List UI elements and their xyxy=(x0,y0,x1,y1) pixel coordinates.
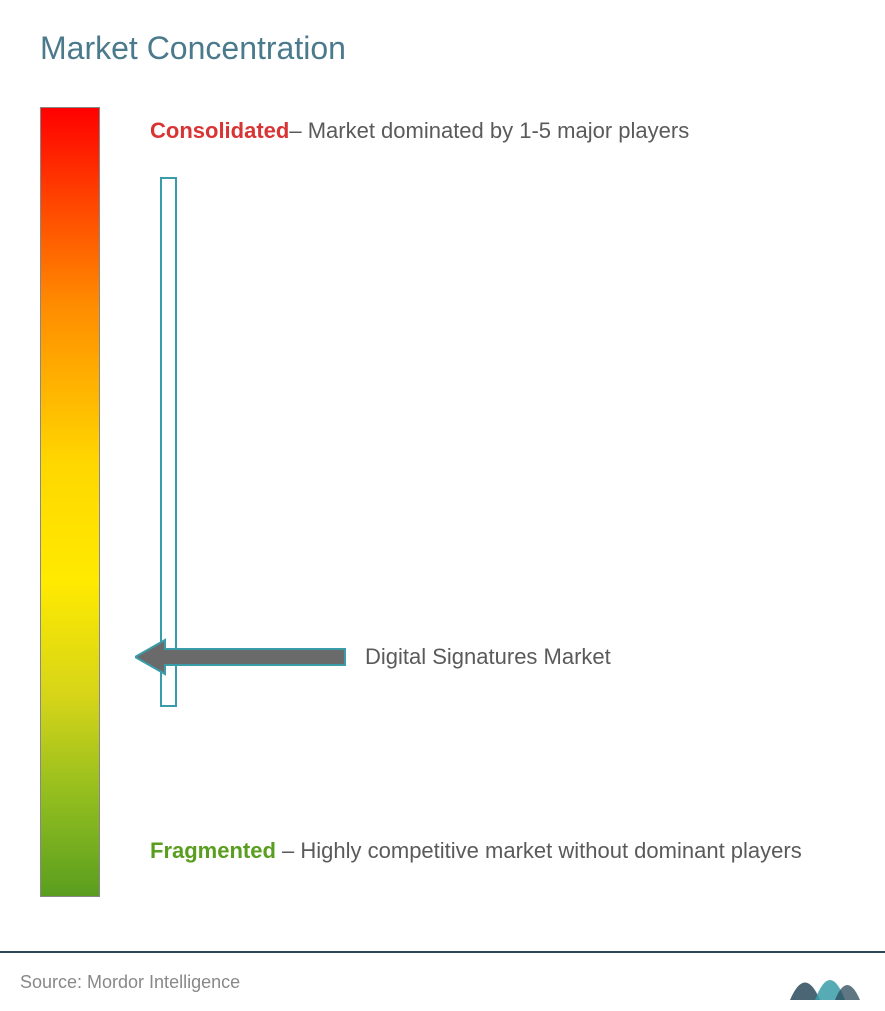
consolidated-label: Consolidated– Market dominated by 1-5 ma… xyxy=(150,107,825,155)
fragmented-bold-text: Fragmented xyxy=(150,838,276,863)
consolidated-description: – Market dominated by 1-5 major players xyxy=(289,118,689,143)
market-name-label: Digital Signatures Market xyxy=(365,644,611,670)
footer: Source: Mordor Intelligence xyxy=(0,951,885,1011)
fragmented-description: – Highly competitive market without domi… xyxy=(276,838,802,863)
source-attribution: Source: Mordor Intelligence xyxy=(20,972,240,993)
mordor-logo-icon xyxy=(785,960,865,1005)
infographic-container: Market Concentration Consolidated– Marke… xyxy=(0,0,885,1011)
arrow-icon xyxy=(135,637,355,677)
content-area: Consolidated– Market dominated by 1-5 ma… xyxy=(40,107,845,927)
market-position-arrow: Digital Signatures Market xyxy=(135,637,611,677)
fragmented-label: Fragmented – Highly competitive market w… xyxy=(150,827,825,875)
bracket-connector xyxy=(150,177,210,707)
page-title: Market Concentration xyxy=(40,30,845,67)
consolidated-bold-text: Consolidated xyxy=(150,118,289,143)
bracket-bottom-cap xyxy=(160,705,177,707)
bracket-right-line xyxy=(175,177,177,707)
bracket-left-line xyxy=(160,177,162,707)
concentration-gradient-bar xyxy=(40,107,100,897)
